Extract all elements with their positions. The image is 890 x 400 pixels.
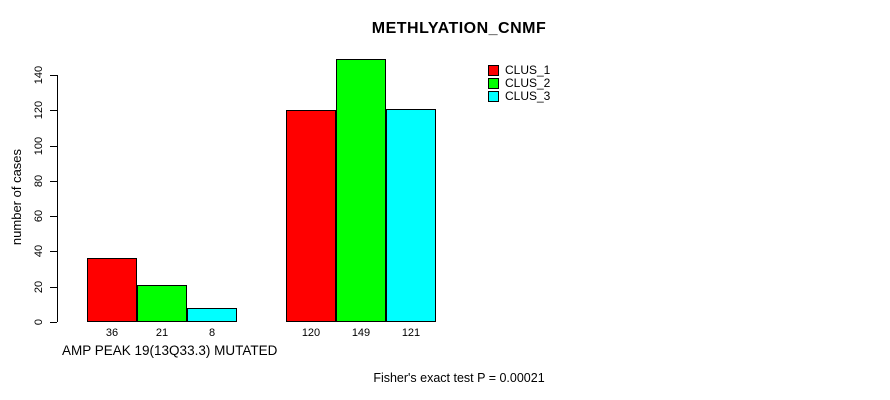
y-tick-mark <box>50 145 57 147</box>
y-tick-label: 60 <box>33 210 45 223</box>
chart-title: METHLYATION_CNMF <box>371 20 547 37</box>
legend-label: CLUS_3 <box>505 89 551 103</box>
legend: CLUS_1 CLUS_2 CLUS_3 <box>488 63 551 104</box>
y-tick-mark <box>50 251 57 253</box>
x-group-label: AMP PEAK 19(13Q33.3) MUTATED <box>62 343 278 358</box>
y-tick-mark <box>50 322 57 323</box>
y-tick-mark <box>50 216 57 218</box>
y-tick-label: 40 <box>33 245 45 258</box>
y-tick-mark <box>50 75 57 76</box>
legend-row: CLUS_2 <box>488 76 551 90</box>
y-tick-mark <box>50 180 57 182</box>
legend-label: CLUS_1 <box>505 63 551 77</box>
bar-value-label: 149 <box>351 327 371 339</box>
bar-value-label: 120 <box>301 327 321 339</box>
y-tick-label: 120 <box>33 101 45 120</box>
footnote: Fisher's exact test P = 0.00021 <box>373 371 545 385</box>
bar <box>286 110 336 322</box>
y-tick-label: 140 <box>33 65 45 85</box>
legend-row: CLUS_3 <box>488 89 551 103</box>
bar <box>137 285 187 322</box>
bar-value-label: 21 <box>155 327 169 339</box>
y-axis-line <box>57 75 58 322</box>
bar-value-label: 8 <box>208 327 216 339</box>
legend-swatch <box>488 78 499 89</box>
bar <box>386 109 436 322</box>
y-tick-mark <box>50 110 57 112</box>
legend-swatch <box>488 91 499 102</box>
legend-label: CLUS_2 <box>505 76 551 90</box>
y-tick-label: 80 <box>33 174 45 187</box>
y-tick-label: 0 <box>33 318 45 326</box>
bar-value-label: 121 <box>401 327 421 339</box>
y-tick-label: 20 <box>33 280 45 293</box>
bar <box>87 258 137 322</box>
y-tick-mark <box>50 286 57 288</box>
legend-row: CLUS_1 <box>488 63 551 77</box>
bar-value-label: 36 <box>105 327 119 339</box>
bar <box>187 308 237 322</box>
legend-swatch <box>488 65 499 76</box>
y-tick-label: 100 <box>33 136 45 155</box>
bar <box>336 59 386 322</box>
y-axis-label: number of cases <box>9 148 24 246</box>
